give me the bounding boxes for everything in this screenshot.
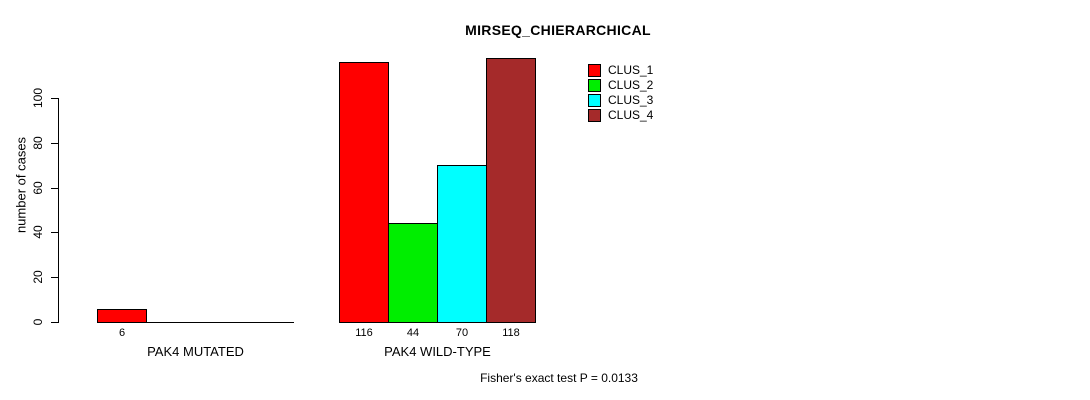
legend-swatch-icon [588,93,601,107]
bar [97,309,147,323]
legend-label: CLUS_3 [608,93,654,107]
x-category-label: PAK4 MUTATED [147,344,244,359]
legend-row: CLUS_2 [588,78,654,92]
chart-title: MIRSEQ_CHIERARCHICAL [465,22,651,38]
bar [486,58,536,323]
y-axis-line [58,98,59,323]
legend-row: CLUS_1 [588,63,654,77]
y-tick [51,188,58,189]
group-baseline [97,322,294,323]
y-tick [51,98,58,99]
y-tick [51,322,58,323]
y-tick-label: 20 [31,270,45,284]
y-tick-label: 80 [31,136,45,150]
y-tick [51,143,58,144]
bar-value-label: 116 [355,327,373,339]
y-tick-label: 0 [31,318,45,326]
bar-value-label: 6 [118,327,126,339]
bar-value-label: 70 [455,327,469,339]
bar-value-label: 118 [502,327,520,339]
legend-row: CLUS_4 [588,108,654,122]
bar [388,223,438,323]
y-tick-label: 40 [31,225,45,239]
legend-label: CLUS_2 [608,78,654,92]
legend-row: CLUS_3 [588,93,654,107]
bar [339,62,389,323]
legend-swatch-icon [588,63,601,77]
y-tick-label: 60 [31,181,45,195]
y-tick [51,277,58,278]
legend-swatch-icon [588,78,601,92]
legend-swatch-icon [588,108,601,122]
legend-label: CLUS_4 [608,108,654,122]
legend-label: CLUS_1 [608,63,654,77]
y-axis-label: number of cases [13,136,29,234]
bar-value-label: 44 [406,327,420,339]
bar [437,165,487,323]
stat-annotation: Fisher's exact test P = 0.0133 [480,371,638,385]
y-tick [51,232,58,233]
y-tick-label: 100 [31,87,45,109]
x-category-label: PAK4 WILD-TYPE [384,344,491,359]
